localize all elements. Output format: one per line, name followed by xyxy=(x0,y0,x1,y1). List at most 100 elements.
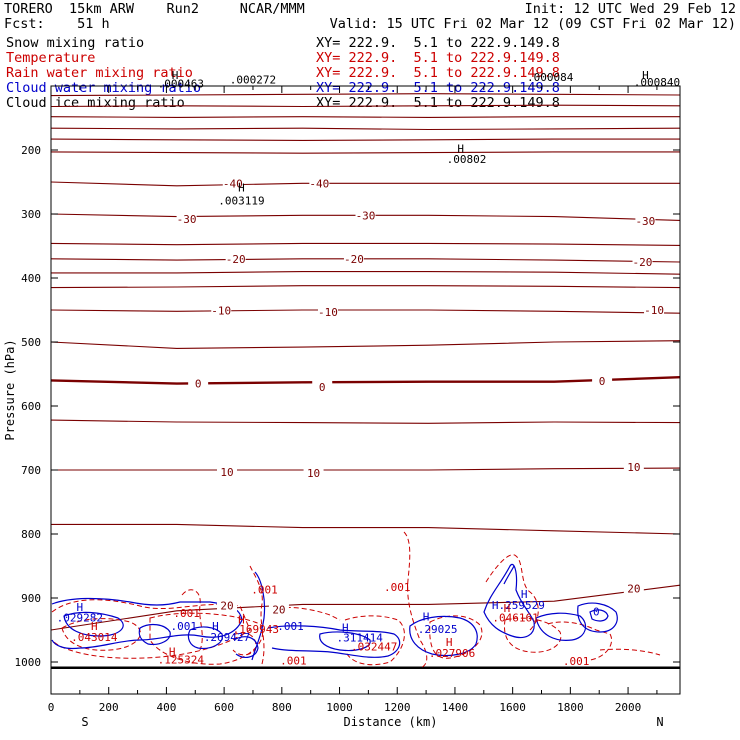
endpoint-right-label: N xyxy=(656,715,663,729)
x-tick-label: 400 xyxy=(156,701,176,714)
cloud-water-contour xyxy=(138,623,171,645)
temperature-contour-label: -10 xyxy=(644,304,664,317)
extremum-label: .001 xyxy=(170,620,197,633)
y-tick-label: 900 xyxy=(21,592,41,605)
contour-label-bg xyxy=(222,177,243,190)
rain-contour xyxy=(181,589,203,651)
contour-label-bg xyxy=(217,465,238,478)
temperature-contour-label: 0 xyxy=(195,378,202,391)
cloud-water-contour xyxy=(251,571,266,661)
rain-contour xyxy=(232,632,257,656)
extremum-label: .001 xyxy=(384,581,411,594)
temperature-contour-line xyxy=(50,116,680,118)
contour-label-bg xyxy=(355,209,376,222)
cloud-water-contour xyxy=(577,602,618,633)
temperature-contour-line xyxy=(50,138,680,141)
rain-contour xyxy=(51,599,251,659)
temperature-contour-line xyxy=(50,419,681,424)
cloud-water-contour xyxy=(63,611,124,637)
field-xy-temperature: XY= 222.9. 5.1 to 222.9.149.8 xyxy=(316,50,560,66)
temperature-contour-label: 10 xyxy=(220,466,233,479)
extremum-label: .029282 xyxy=(57,612,103,625)
contour-label-bg xyxy=(343,252,364,265)
temperature-contour-label: -40 xyxy=(223,177,243,190)
extremum-label: .027906 xyxy=(429,647,475,660)
contour-labels: -40 -40 -30 -30 -30 -20 -20 -20 -10 -10 -10 0 0 0 10 10… xyxy=(57,69,680,668)
hydrometeor-contours xyxy=(51,531,661,669)
contour-label-bg xyxy=(623,582,644,595)
x-tick-label: 200 xyxy=(99,701,119,714)
temperature-contour-label: -20 xyxy=(344,253,364,266)
contour-label-bg xyxy=(211,304,232,317)
temperature-contour-line xyxy=(50,93,681,97)
cloud-water-contour xyxy=(589,609,609,622)
valid-time: Valid: 15 UTC Fri 02 Mar 12 (09 CST Fri … xyxy=(329,16,736,32)
y-tick-label: 1000 xyxy=(15,656,42,669)
extremum-label: H xyxy=(446,636,453,649)
cloud-water-contour xyxy=(51,597,243,650)
extremum-label: .003119 xyxy=(218,194,264,207)
extremum-label: .29025 xyxy=(418,623,458,636)
extremum-label: .000084 xyxy=(527,71,574,84)
temperature-contour-line xyxy=(51,467,681,471)
temperature-contour-label: -10 xyxy=(318,306,338,319)
extremum-label: H xyxy=(238,614,245,627)
extremum-label: H.259529 xyxy=(492,599,545,612)
x-tick-label: 600 xyxy=(214,701,234,714)
x-tick-label: 1200 xyxy=(384,701,411,714)
y-tick-label: 700 xyxy=(21,464,41,477)
extremum-label: H xyxy=(342,621,349,634)
extremum-label: .000272 xyxy=(230,73,276,86)
temperature-contour-label: -30 xyxy=(356,209,376,222)
y-tick-label: 600 xyxy=(21,400,41,413)
field-name-temperature: Temperature xyxy=(6,50,96,66)
extremum-label: H xyxy=(91,620,98,633)
y-tick-label: 400 xyxy=(21,272,41,285)
contour-label-bg xyxy=(623,460,644,473)
temperature-contour-line xyxy=(51,271,681,275)
temperature-contour-label: -40 xyxy=(309,177,329,190)
temperature-contour-line xyxy=(51,523,681,535)
y-tick-label: 300 xyxy=(21,208,41,221)
x-tick-label: 0 xyxy=(48,701,55,714)
x-tick-label: 1000 xyxy=(326,701,353,714)
extremum-label: .269427 xyxy=(204,631,250,644)
x-tick-label: 1600 xyxy=(499,701,526,714)
cloud-water-contour xyxy=(409,615,478,657)
extremum-label: H xyxy=(212,620,219,633)
temperature-contour-label: 10 xyxy=(307,467,320,480)
extremum-label: H xyxy=(521,588,528,601)
x-axis-label: Distance (km) xyxy=(344,715,438,729)
extremum-label: .001 xyxy=(251,584,278,597)
rain-contour xyxy=(344,615,405,666)
temperature-contour-label: -20 xyxy=(226,253,246,266)
extremum-label: .000463 xyxy=(158,77,204,90)
temperature-contour-label: 20 xyxy=(220,600,233,613)
x-tick-label: 2000 xyxy=(615,701,642,714)
contour-label-bg xyxy=(268,603,289,616)
temperature-contour-line xyxy=(50,127,681,131)
init-time: Init: 12 UTC Wed 29 Feb 12 xyxy=(524,1,736,17)
y-tick-label: 500 xyxy=(21,336,41,349)
contour-label-bg xyxy=(312,380,333,393)
rain-contour xyxy=(429,615,483,659)
extremum-label: .043014 xyxy=(71,631,118,644)
cloud-water-contour xyxy=(233,636,259,658)
rain-contour xyxy=(403,531,428,669)
contour-label-bg xyxy=(176,213,197,226)
extremum-label: .169943 xyxy=(233,623,279,636)
temperature-contour-label: 0 xyxy=(319,381,326,394)
contour-label-bg xyxy=(188,377,209,390)
temperature-contour-label: -10 xyxy=(211,305,231,318)
extremum-label: H xyxy=(457,143,464,156)
extremum-label: .125324 xyxy=(158,653,205,666)
temperature-contour-line xyxy=(50,376,681,385)
temperature-contour-label: 0 xyxy=(599,375,606,388)
temperature-contour-label: -20 xyxy=(633,256,653,269)
extremum-label: .00802 xyxy=(447,153,487,166)
cloud-water-contour xyxy=(187,626,223,649)
temperature-contour-line xyxy=(50,181,680,187)
rain-contour xyxy=(269,607,341,621)
contour-label-bg xyxy=(592,375,613,388)
